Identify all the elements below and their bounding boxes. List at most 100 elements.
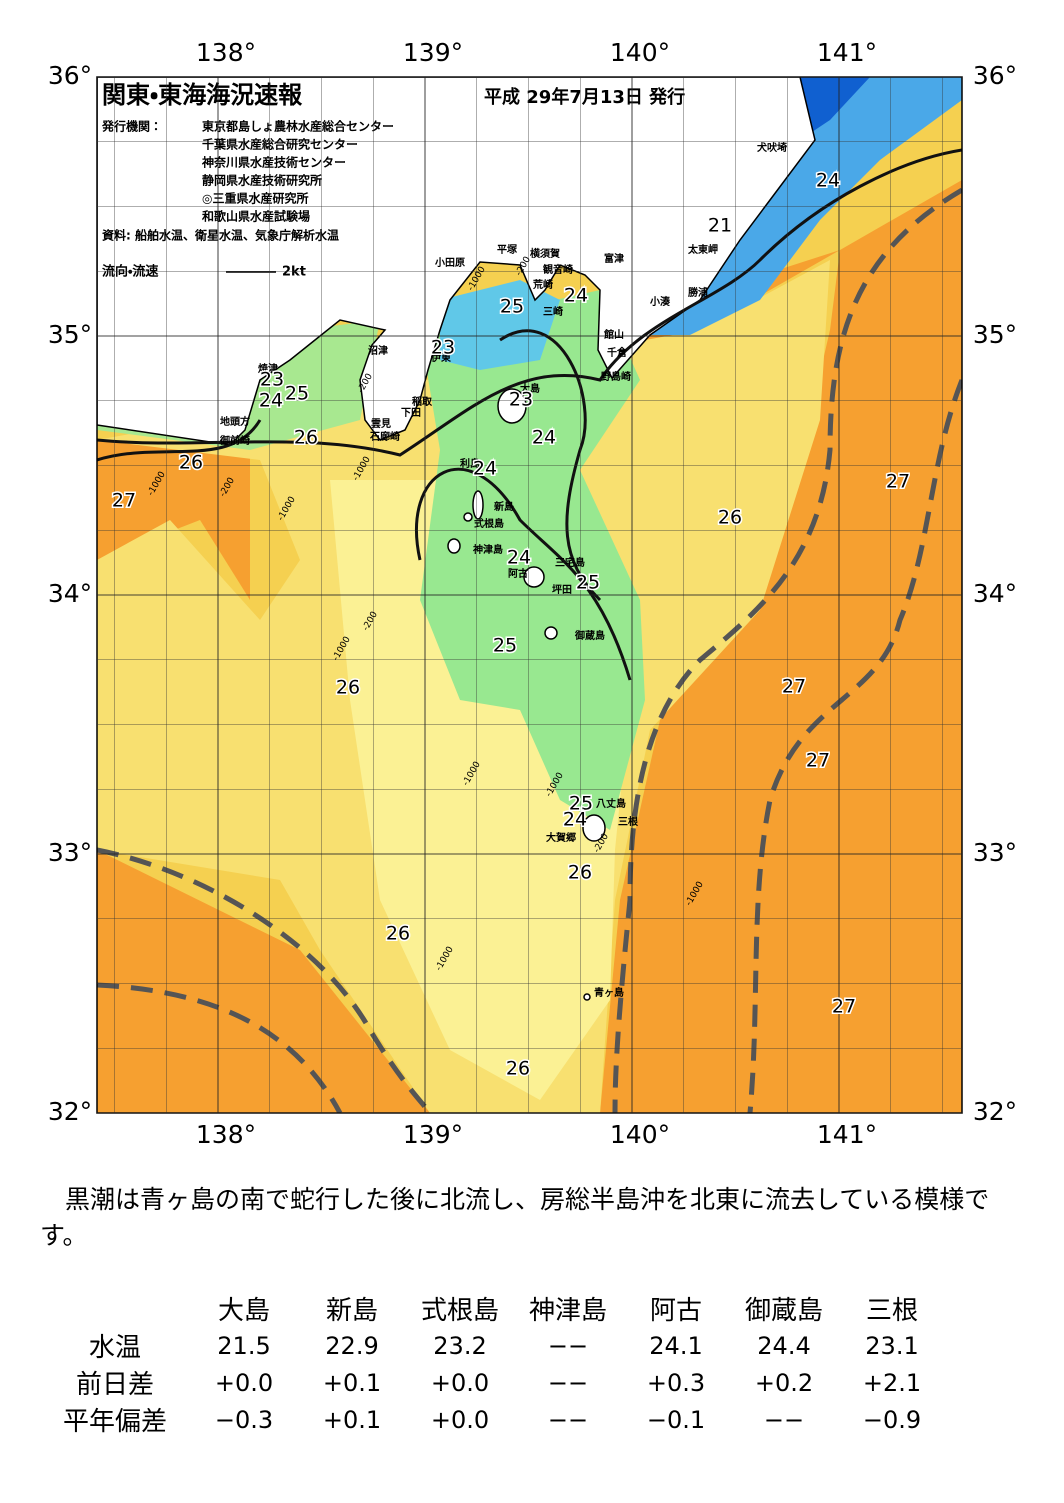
place-name: 焼津	[258, 362, 278, 375]
place-name: 勝浦	[688, 286, 708, 299]
table-row: 水温 21.5 22.9 23.2 −− 24.1 24.4 23.1	[40, 1327, 946, 1364]
cell: −0.1	[646, 1405, 706, 1434]
place-name: 小田原	[434, 256, 465, 269]
place-name: 小湊	[649, 295, 671, 308]
place-name: 伊東	[430, 351, 451, 364]
place-name: 観音崎	[543, 263, 573, 276]
cell: 24.4	[757, 1331, 811, 1360]
lon-label: 141°	[817, 1120, 877, 1149]
place-name: 三宅島	[555, 556, 585, 569]
isotherm-label: 23	[431, 337, 455, 359]
isotherm-label: 24	[259, 390, 283, 412]
place-name: 神津島	[472, 543, 503, 556]
cell: −−	[547, 1405, 589, 1434]
place-name: 平塚	[497, 243, 518, 256]
table-header: 大島 新島 式根島 神津島 阿古 御蔵島 三根	[40, 1290, 946, 1327]
place-name: 式根島	[474, 517, 504, 530]
cell: +0.2	[754, 1368, 814, 1397]
place-name: 稲取	[412, 395, 433, 408]
place-name: 荒崎	[532, 278, 553, 291]
description: 黒潮は青ヶ島の南で蛇行した後に北流し、房総半島沖を北東に流去している模様です。	[40, 1185, 990, 1250]
place-name: 利島	[460, 457, 480, 470]
isotherm-label: 26	[294, 427, 318, 449]
corner	[40, 1290, 190, 1327]
place-name: 大島	[520, 382, 540, 395]
map-title: 関東・東海海況速報	[102, 81, 303, 109]
lon-label: 139°	[403, 38, 463, 67]
cell: 22.9	[325, 1331, 379, 1360]
isotherm-label: 24	[473, 458, 497, 480]
lon-label: 138°	[196, 38, 256, 67]
green-water	[420, 290, 645, 830]
row-label: 前日差	[75, 1370, 154, 1400]
place-name: 御前崎	[219, 434, 250, 447]
map: 関東・東海海況速報 平成 29年7月13日 発行 発行機関： 資料: 船舶水温、…	[48, 38, 1017, 1149]
cell: 21.5	[217, 1331, 271, 1360]
isotherm-label: 21	[708, 215, 732, 237]
cell: +0.0	[430, 1368, 490, 1397]
place-name: 地頭方	[220, 415, 250, 428]
place-name: 八丈島	[596, 797, 626, 810]
place-name: 御蔵島	[574, 629, 605, 642]
place-name: 富津	[604, 252, 624, 265]
place-name: 横須賀	[530, 247, 560, 260]
land	[97, 77, 816, 446]
isotherm-label: 24	[507, 547, 531, 569]
source: 資料: 船舶水温、衛星水温、気象庁解析水温	[102, 228, 339, 243]
cell: −−	[547, 1331, 589, 1360]
issuer: 静岡県水産技術研究所	[202, 173, 322, 188]
place-name: 犬吠埼	[757, 141, 787, 154]
place-name: 下田	[401, 407, 421, 419]
place-name: 沼津	[368, 344, 388, 357]
cell: 23.2	[433, 1331, 487, 1360]
cell: −−	[763, 1405, 805, 1434]
lat-label: 35°	[973, 320, 1017, 349]
lat-label: 33°	[973, 838, 1017, 867]
issuer: 神奈川県水産技術センター	[201, 155, 346, 170]
place-name: 館山	[603, 328, 624, 341]
cell: 23.1	[865, 1331, 919, 1360]
isotherm-label: 25	[285, 383, 309, 405]
lon-label: 141°	[817, 38, 877, 67]
table-row: 平年偏差 −0.3 +0.1 +0.0 −− −0.1 −− −0.9	[40, 1401, 946, 1438]
lat-label: 34°	[973, 579, 1017, 608]
isotherm-label: 25	[493, 635, 517, 657]
lon-label: 140°	[610, 1120, 670, 1149]
column-header: 神津島	[528, 1296, 607, 1326]
column-header: 阿古	[649, 1296, 702, 1326]
isotherm-label: 26	[179, 452, 203, 474]
row-label: 水温	[88, 1333, 141, 1363]
islands	[447, 388, 606, 1001]
isotherm-label: 27	[806, 750, 830, 772]
cell: +2.1	[862, 1368, 922, 1397]
kuroshio-axis	[97, 187, 962, 1113]
place-name: 太東岬	[687, 243, 718, 256]
cell: 24.1	[649, 1331, 703, 1360]
isotherm-label: 27	[782, 676, 806, 698]
lat-label: 36°	[973, 61, 1017, 90]
cell: −0.9	[862, 1405, 922, 1434]
isotherm-label: 27	[832, 996, 856, 1018]
isotherm-label: 25	[576, 572, 600, 594]
legend-label: 流向・流速	[102, 264, 158, 280]
isotherm-label: 26	[336, 677, 360, 699]
place-name: 三根	[618, 815, 639, 828]
lon-label: 139°	[403, 1120, 463, 1149]
place-name: 青ヶ島	[594, 986, 624, 999]
lat-label: 34°	[48, 579, 92, 608]
column-header: 三根	[865, 1296, 918, 1326]
cell: +0.1	[322, 1405, 382, 1434]
place-name: 石廊崎	[369, 430, 400, 443]
row-label: 平年偏差	[62, 1407, 167, 1437]
isotherm-label: 24	[532, 427, 556, 449]
isotherm-label: 25	[569, 793, 593, 815]
issuer: 和歌山県水産試験場	[201, 209, 310, 224]
issuer: 千葉県水産総合研究センター	[202, 137, 358, 152]
issue-date: 平成 29年7月13日 発行	[484, 86, 685, 108]
place-name: 坪田	[552, 583, 572, 596]
isotherm-label: 26	[386, 923, 410, 945]
isotherm-label: 26	[506, 1058, 530, 1080]
legend-unit: 2kt	[282, 265, 306, 280]
station-table: 大島 新島 式根島 神津島 阿古 御蔵島 三根 水温 21.5 22.9 23.2 −− 24.1 24.…	[40, 1290, 946, 1438]
